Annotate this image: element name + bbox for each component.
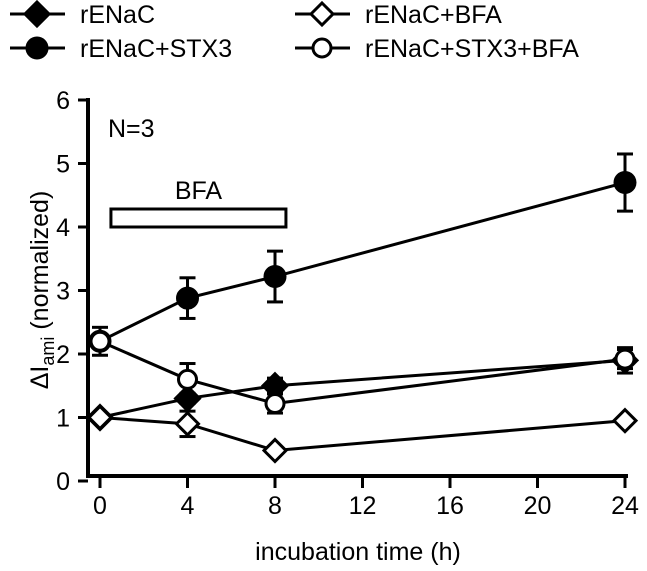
x-tick-label: 0 [93,492,107,520]
x-tick-label: 20 [524,492,552,520]
bfa-label: BFA [175,177,223,205]
x-tick-label: 4 [181,492,195,520]
x-tick-label: 16 [436,492,464,520]
y-tick-label: 1 [56,405,70,433]
n-label: N=3 [108,115,155,143]
legend-item: rENaC+STX3+BFA [295,35,579,63]
y-tick-label: 3 [56,278,70,306]
plot-area [85,152,640,464]
series-line [99,339,626,406]
x-tick-label: 24 [611,492,639,520]
legend-marker [25,36,49,60]
data-point [177,368,198,390]
data-point [86,404,114,431]
legend-item: rENaC [10,0,155,29]
legend-item: rENaC+STX3 [10,35,232,63]
series-line [99,181,626,343]
data-point [261,437,289,464]
data-point [174,410,201,437]
data-point [89,330,111,352]
series-renac-bfa [86,404,639,464]
x-axis-label: incubation time (h) [255,538,461,566]
y-axis-label: ΔIami (normalized) [26,191,58,390]
data-point [613,171,637,195]
legend: rENaC rENaC+BFA rENaC+STX3 rENaC+STX3+BFA [10,0,579,63]
legend-item: rENaC+BFA [295,0,502,29]
series-renac [85,346,640,432]
series-line [99,416,626,453]
data-point [614,348,636,370]
legend-marker [22,0,52,29]
data-point [611,407,639,434]
y-tick-label: 2 [56,341,70,369]
legend-label: rENaC [80,1,155,29]
legend-marker [308,0,336,28]
data-point [263,265,287,289]
legend-label: rENaC+STX3 [80,35,232,63]
x-tick-label: 12 [349,492,377,520]
data-point [176,286,199,310]
series-renac-stx3 [88,152,637,357]
legend-label: rENaC+BFA [365,1,502,29]
y-tick-label: 6 [56,87,70,115]
y-tick-label: 0 [56,468,70,496]
y-tick-label: 4 [56,214,70,242]
bfa-bar [109,207,288,229]
series-renac-stx3-bfa [89,330,636,415]
legend-marker [311,37,333,59]
x-tick-label: 8 [268,492,282,520]
legend-label: rENaC+STX3+BFA [365,35,579,63]
annotations: N=3 BFA [108,115,288,229]
data-point [264,393,286,415]
y-tick-label: 5 [56,151,70,179]
